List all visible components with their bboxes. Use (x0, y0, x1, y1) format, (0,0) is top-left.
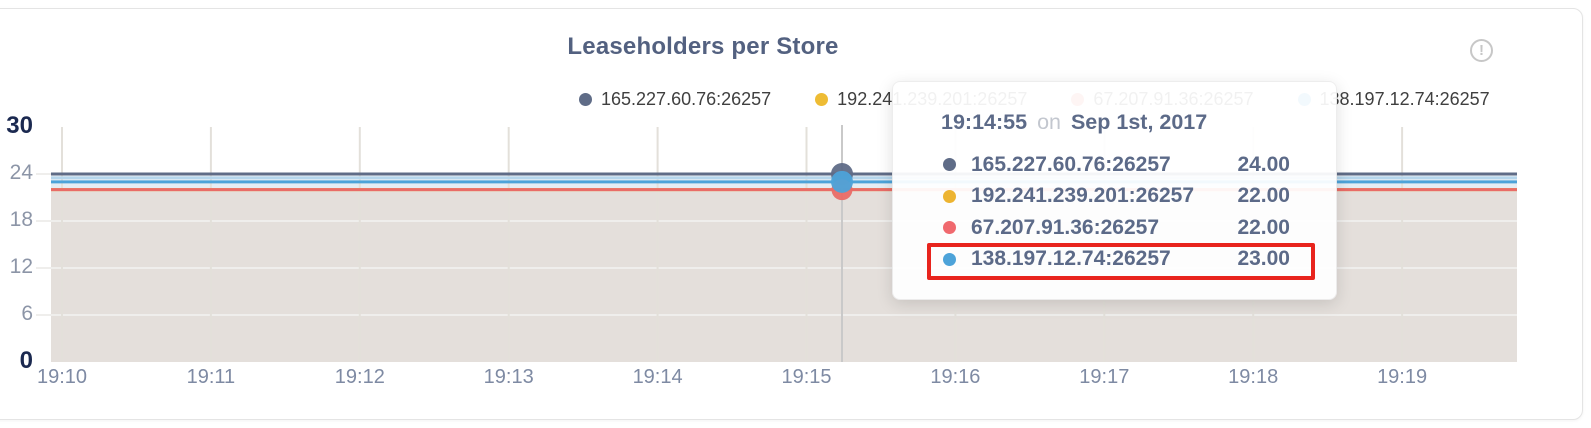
tooltip-series-value: 24.00 (1237, 152, 1290, 176)
chart-tooltip: 19:14:55 on Sep 1st, 2017 165.227.60.76:… (892, 81, 1337, 300)
tooltip-series-value: 22.00 (1237, 215, 1290, 239)
x-tick-label: 19:14 (632, 366, 683, 388)
y-tick-label: 24 (9, 161, 33, 184)
tooltip-date: Sep 1st, 2017 (1070, 110, 1208, 134)
x-tick-label: 19:13 (483, 366, 534, 388)
tooltip-series-row: 192.241.239.201:26257 22.00 (941, 181, 1290, 213)
x-tick-label: 19:12 (334, 366, 385, 388)
tooltip-series-row: 138.197.12.74:26257 23.00 (941, 244, 1290, 276)
legend-item[interactable]: 165.227.60.76:26257 (579, 89, 771, 110)
chart-card: Leaseholders per Store ! 165.227.60.76:2… (0, 8, 1583, 420)
y-tick-label: 0 (19, 347, 33, 374)
tooltip-series-row: 67.207.91.36:26257 22.00 (941, 212, 1290, 244)
y-tick-label: 30 (6, 112, 33, 139)
tooltip-series-dot-icon (943, 252, 956, 266)
x-tick-label: 19:16 (930, 366, 981, 388)
x-tick-label: 19:10 (36, 366, 88, 388)
tooltip-series-row: 165.227.60.76:26257 24.00 (941, 149, 1290, 181)
y-tick-label: 6 (21, 302, 33, 325)
x-tick-label: 19:11 (186, 366, 236, 388)
legend-dot-icon (579, 93, 592, 106)
legend-label: 138.197.12.74:26257 (1319, 89, 1490, 109)
tooltip-series-value: 23.00 (1237, 247, 1290, 271)
legend-dot-icon (815, 93, 829, 106)
tooltip-series-name: 67.207.91.36:26257 (971, 215, 1160, 239)
tooltip-series-name: 165.227.60.76:26257 (971, 152, 1171, 176)
y-tick-label: 18 (9, 208, 33, 231)
tooltip-series-name: 138.197.12.74:26257 (971, 247, 1171, 271)
x-tick-label: 19:19 (1377, 366, 1428, 388)
tooltip-time: 19:14:55 (941, 110, 1028, 134)
hover-point (831, 170, 853, 193)
x-tick-label: 19:18 (1228, 366, 1279, 388)
x-tick-label: 19:15 (781, 366, 832, 388)
legend-label: 165.227.60.76:26257 (601, 89, 772, 109)
tooltip-series-value: 22.00 (1237, 184, 1290, 208)
tooltip-series-dot-icon (943, 221, 956, 235)
x-tick-label: 19:17 (1079, 366, 1130, 388)
circle-exclamation-icon[interactable]: ! (1470, 39, 1493, 62)
tooltip-series-name: 192.241.239.201:26257 (971, 184, 1195, 208)
tooltip-header: 19:14:55 on Sep 1st, 2017 (941, 110, 1290, 138)
tooltip-conjunction: on (1037, 110, 1061, 134)
tooltip-series-dot-icon (943, 158, 956, 172)
tooltip-series-dot-icon (943, 189, 956, 203)
chart-title: Leaseholders per Store (567, 33, 839, 60)
tooltip-rows: 165.227.60.76:26257 24.00 192.241.239.201:… (941, 149, 1290, 275)
y-tick-label: 12 (9, 255, 33, 278)
